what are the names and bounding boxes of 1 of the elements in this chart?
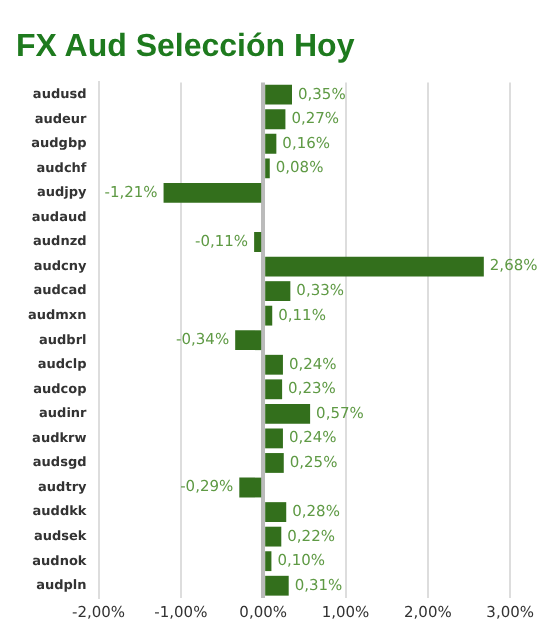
chart-title: FX Aud Selección Hoy: [16, 30, 355, 65]
